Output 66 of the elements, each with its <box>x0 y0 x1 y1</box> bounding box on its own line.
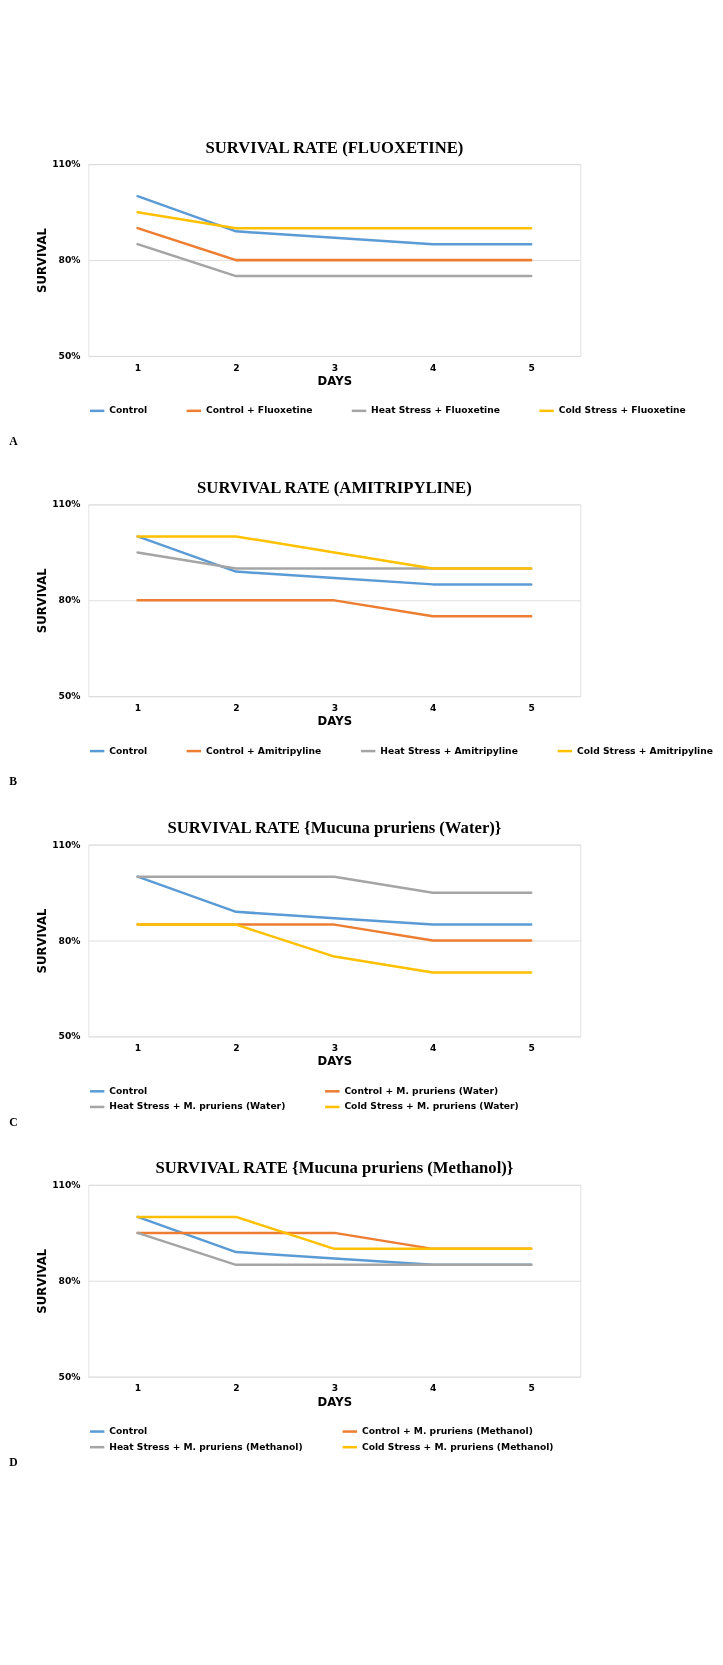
legend-label: Cold Stress + Amitripyline <box>577 744 713 756</box>
x-tick-label: 1 <box>134 1042 142 1054</box>
y-axis-title: SURVIVAL <box>35 1248 50 1314</box>
x-tick-label: 4 <box>430 361 437 373</box>
x-tick-label: 1 <box>134 361 142 373</box>
y-axis-title: SURVIVAL <box>35 567 50 634</box>
legend-label: Heat Stress + M. pruriens (Methanol) <box>109 1440 303 1452</box>
legend-label: Control + M. pruriens (Methanol) <box>361 1425 533 1437</box>
chart-title: SURVIVAL RATE (AMITRIPYLINE) <box>197 477 472 497</box>
legend-label: Cold Stress + M. pruriens (Methanol) <box>361 1440 554 1452</box>
y-tick-label: 110% <box>52 158 81 170</box>
x-tick-label: 4 <box>430 1382 437 1394</box>
x-axis-title: DAYS <box>317 714 353 729</box>
x-tick-label: 2 <box>233 701 240 713</box>
y-axis-title: SURVIVAL <box>35 908 50 974</box>
text: C <box>9 1115 18 1129</box>
legend-label: Control + M. pruriens (Water) <box>344 1084 499 1096</box>
x-tick-label: 4 <box>430 701 437 713</box>
x-tick-label: 1 <box>134 1382 142 1394</box>
y-tick-label: 110% <box>52 1178 81 1190</box>
x-tick-label: 2 <box>233 1382 240 1394</box>
legend-label: Cold Stress + Fluoxetine <box>558 404 686 416</box>
legend-label: Cold Stress + M. pruriens (Water) <box>344 1100 519 1112</box>
legend-label: Heat Stress + Amitripyline <box>380 744 518 756</box>
line-series <box>136 194 533 246</box>
chart-title: SURVIVAL RATE {Mucuna pruriens (Methanol)} <box>155 1158 514 1178</box>
y-tick-label: 110% <box>52 838 81 850</box>
x-tick-label: 5 <box>528 1382 535 1394</box>
chart-title: SURVIVAL RATE {Mucuna pruriens (Water)} <box>167 818 502 838</box>
x-tick-label: 5 <box>528 361 535 373</box>
y-tick-label: 80% <box>58 594 81 606</box>
legend-label: Control <box>109 744 148 756</box>
y-tick-label: 50% <box>58 1030 81 1042</box>
line-series <box>136 875 533 926</box>
x-tick-label: 3 <box>331 701 338 713</box>
text: B <box>9 775 18 789</box>
y-tick-label: 50% <box>58 1370 81 1382</box>
x-tick-label: 5 <box>528 1042 535 1054</box>
y-tick-label: 80% <box>58 1274 81 1286</box>
x-tick-label: 4 <box>430 1042 437 1054</box>
x-axis-title: DAYS <box>317 1054 353 1069</box>
text: D <box>9 1455 18 1469</box>
x-tick-label: 1 <box>134 701 142 713</box>
text: A <box>9 435 19 449</box>
y-tick-label: 50% <box>58 690 81 702</box>
x-tick-label: 3 <box>331 361 338 373</box>
x-tick-label: 2 <box>233 1042 240 1054</box>
legend-label: Control <box>109 1084 148 1096</box>
x-tick-label: 3 <box>331 1042 338 1054</box>
y-tick-label: 80% <box>58 254 81 266</box>
x-tick-label: 2 <box>233 361 240 373</box>
x-axis-title: DAYS <box>317 373 353 388</box>
y-tick-label: 80% <box>58 934 81 946</box>
x-tick-label: 3 <box>331 1382 338 1394</box>
chart-title: SURVIVAL RATE (FLUOXETINE) <box>205 137 464 157</box>
legend-label: Control + Amitripyline <box>205 744 322 756</box>
legend-label: Control <box>109 1425 148 1437</box>
legend-label: Heat Stress + Fluoxetine <box>371 404 500 416</box>
legend-label: Control + Fluoxetine <box>205 404 313 416</box>
y-tick-label: 50% <box>58 349 81 361</box>
y-tick-label: 110% <box>52 498 81 510</box>
x-tick-label: 5 <box>528 701 535 713</box>
legend-label: Control <box>109 404 148 416</box>
y-axis-title: SURVIVAL <box>35 227 50 293</box>
legend-label: Heat Stress + M. pruriens (Water) <box>109 1100 286 1112</box>
x-axis-title: DAYS <box>317 1394 353 1409</box>
